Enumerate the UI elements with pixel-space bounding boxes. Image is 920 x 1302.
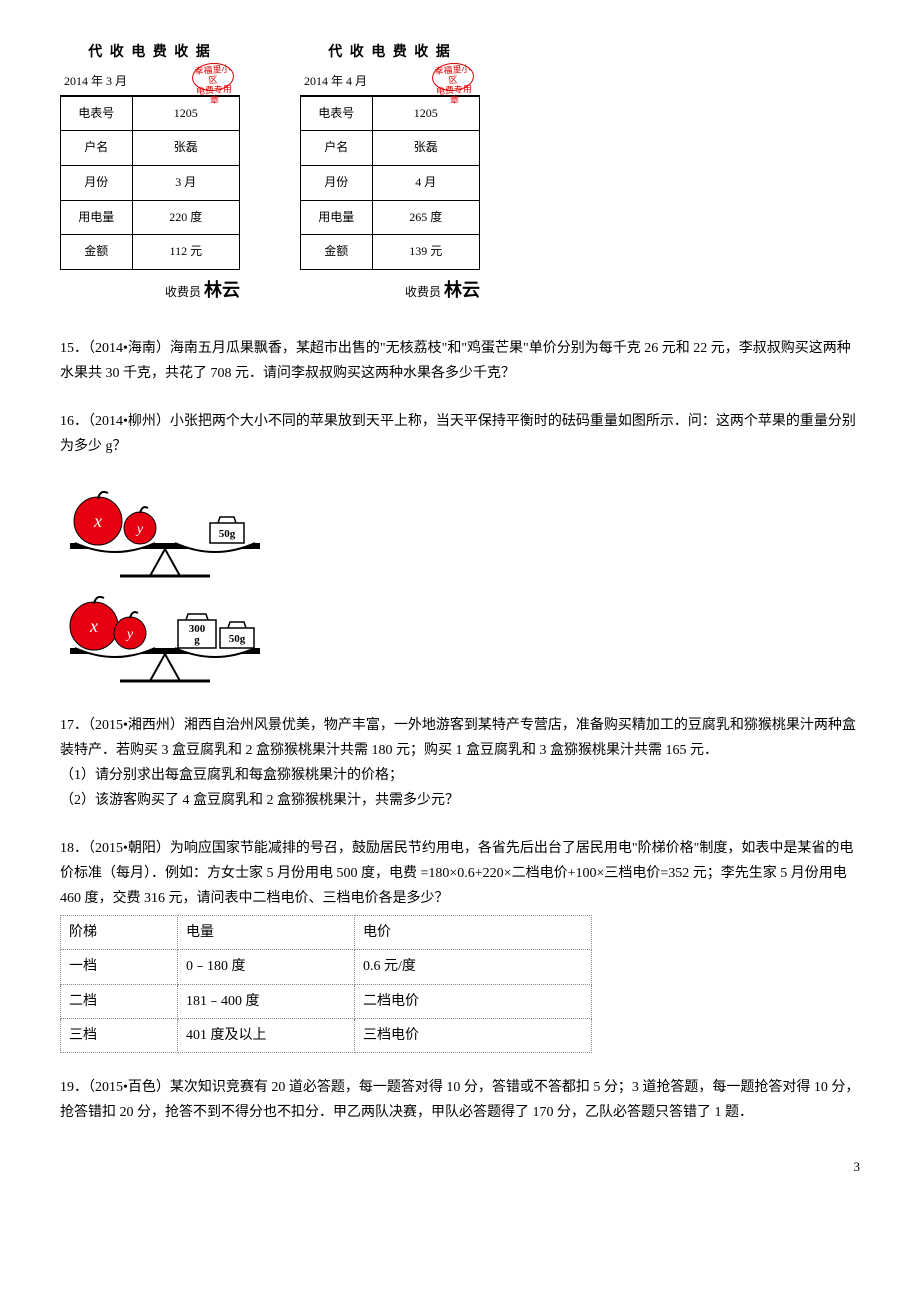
- receipt-title: 代 收 电 费 收 据: [60, 40, 240, 65]
- table-row: 阶梯 电量 电价: [61, 916, 592, 950]
- receipt-april: 代 收 电 费 收 据 2014 年 4 月 幸福里小区 电费专用章 电表号12…: [300, 40, 480, 306]
- receipt-date-row: 2014 年 3 月 幸福里小区 电费专用章: [60, 69, 240, 96]
- table-row: 三档 401 度及以上 三档电价: [61, 1018, 592, 1052]
- receipt-date: 2014 年 4 月: [304, 74, 367, 88]
- receipt-date-row: 2014 年 4 月 幸福里小区 电费专用章: [300, 69, 480, 96]
- balance-diagram: x y 50g x y 300 g 50g: [60, 481, 860, 691]
- table-row: 用电量265 度: [301, 200, 480, 235]
- question-16: 16．（2014•柳州）小张把两个大小不同的苹果放到天平上称，当天平保持平衡时的…: [60, 409, 860, 459]
- svg-text:50g: 50g: [219, 528, 236, 540]
- svg-text:x: x: [93, 511, 102, 531]
- question-18: 18．（2015•朝阳）为响应国家节能减排的号召，鼓励居民节约用电，各省先后出台…: [60, 836, 860, 1053]
- question-15: 15．（2014•海南）海南五月瓜果飘香，某超市出售的"无核荔枝"和"鸡蛋芒果"…: [60, 336, 860, 386]
- signature: 林云: [444, 280, 480, 300]
- svg-text:x: x: [89, 616, 98, 636]
- table-row: 一档 0﹣180 度 0.6 元/度: [61, 950, 592, 984]
- svg-text:g: g: [194, 634, 200, 646]
- table-row: 金额139 元: [301, 235, 480, 270]
- question-19: 19．（2015•百色）某次知识竞赛有 20 道必答题，每一题答对得 10 分，…: [60, 1075, 860, 1125]
- table-row: 户名张磊: [61, 131, 240, 166]
- receipt-march: 代 收 电 费 收 据 2014 年 3 月 幸福里小区 电费专用章 电表号12…: [60, 40, 240, 306]
- svg-text:y: y: [125, 627, 134, 642]
- table-row: 用电量220 度: [61, 200, 240, 235]
- table-row: 二档 181﹣400 度 二档电价: [61, 984, 592, 1018]
- receipts-row: 代 收 电 费 收 据 2014 年 3 月 幸福里小区 电费专用章 电表号12…: [60, 40, 860, 306]
- receipt-date: 2014 年 3 月: [64, 74, 127, 88]
- stamp-icon: 幸福里小区 电费专用章: [191, 62, 235, 93]
- question-17: 17．（2015•湘西州）湘西自治州风景优美，物产丰富，一外地游客到某特产专营店…: [60, 713, 860, 814]
- table-row: 金额112 元: [61, 235, 240, 270]
- tier-table: 阶梯 电量 电价 一档 0﹣180 度 0.6 元/度 二档 181﹣400 度…: [60, 915, 592, 1053]
- receipt-title: 代 收 电 费 收 据: [300, 40, 480, 65]
- receipt-footer: 收费员 林云: [60, 274, 240, 306]
- table-row: 户名张磊: [301, 131, 480, 166]
- receipt-table: 电表号1205 户名张磊 月份4 月 用电量265 度 金额139 元: [300, 96, 480, 270]
- q17-sub2: （2）该游客购买了 4 盒豆腐乳和 2 盒猕猴桃果汁，共需多少元？: [60, 788, 860, 813]
- table-row: 月份4 月: [301, 165, 480, 200]
- q17-sub1: （1）请分别求出每盒豆腐乳和每盒猕猴桃果汁的价格；: [60, 763, 860, 788]
- svg-text:50g: 50g: [229, 633, 246, 645]
- table-row: 月份3 月: [61, 165, 240, 200]
- signature: 林云: [204, 280, 240, 300]
- q17-main: 17．（2015•湘西州）湘西自治州风景优美，物产丰富，一外地游客到某特产专营店…: [60, 713, 860, 763]
- balance-bottom: x y 300 g 50g: [70, 597, 260, 681]
- page-number: 3: [60, 1155, 860, 1178]
- balance-top: x y 50g: [70, 492, 260, 576]
- balance-svg: x y 50g x y 300 g 50g: [60, 481, 280, 691]
- stamp-icon: 幸福里小区 电费专用章: [431, 62, 475, 93]
- q18-main: 18．（2015•朝阳）为响应国家节能减排的号召，鼓励居民节约用电，各省先后出台…: [60, 836, 860, 912]
- receipt-table: 电表号1205 户名张磊 月份3 月 用电量220 度 金额112 元: [60, 96, 240, 270]
- svg-text:y: y: [135, 522, 144, 537]
- receipt-footer: 收费员 林云: [300, 274, 480, 306]
